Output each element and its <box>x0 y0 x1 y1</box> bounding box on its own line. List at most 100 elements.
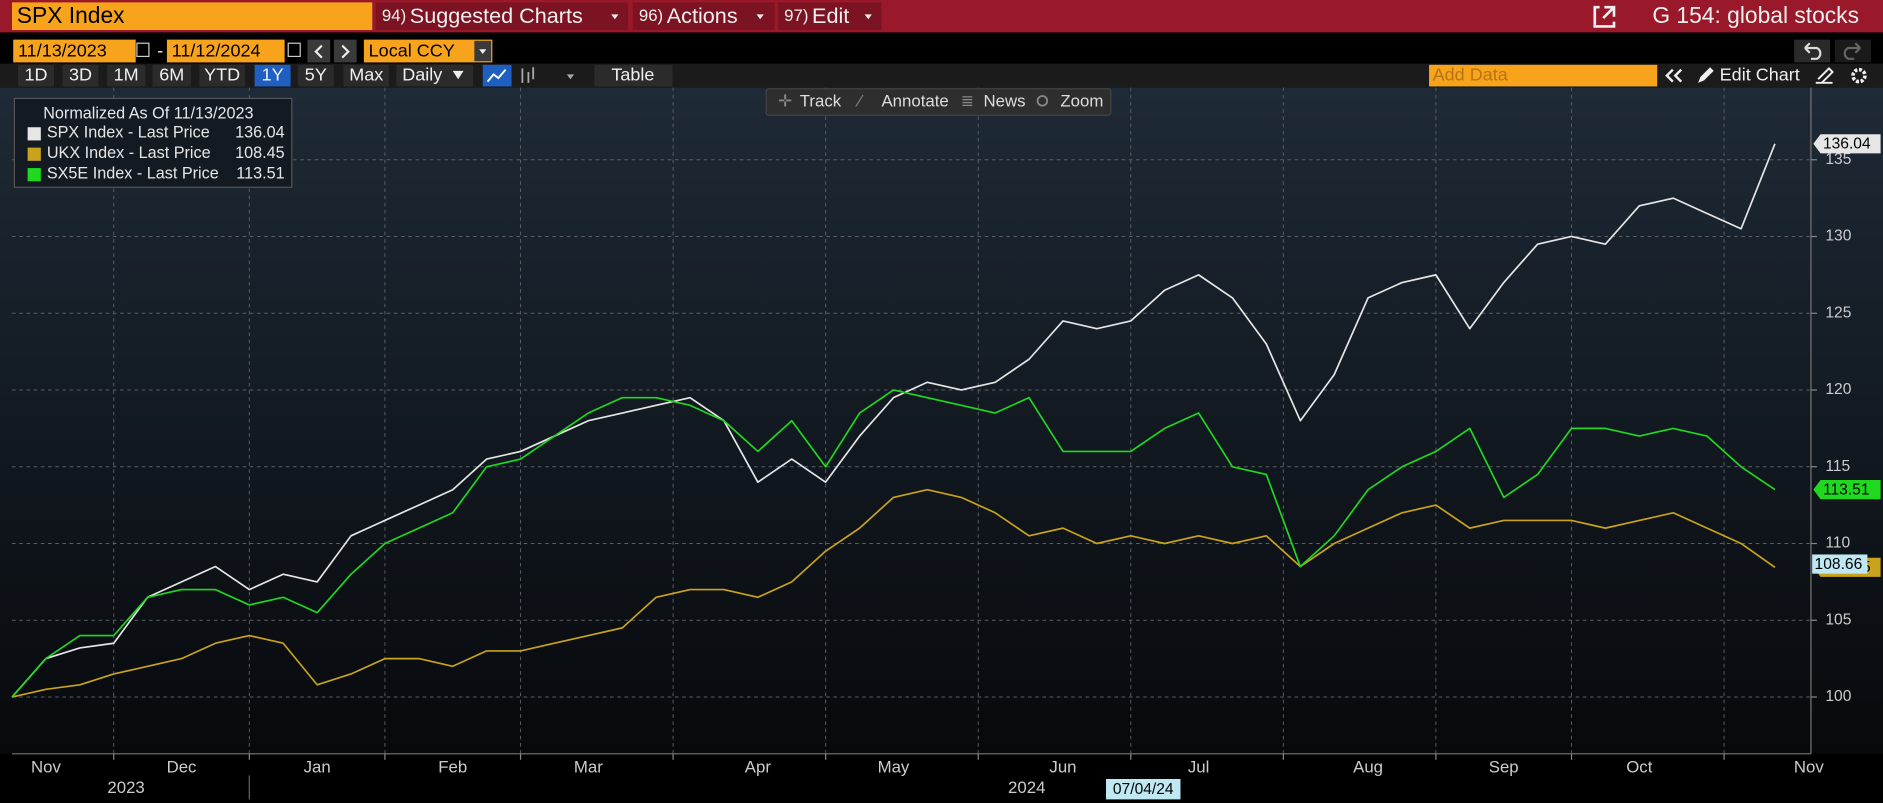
bar-chart-icon[interactable] <box>521 67 535 83</box>
x-tick-label: Jan <box>304 758 331 777</box>
dropdown-arrow <box>864 14 872 20</box>
x-tick-label: Sep <box>1489 758 1519 777</box>
y-tick-label: 105 <box>1825 611 1851 628</box>
x-tick-label: Nov <box>1794 758 1824 777</box>
legend-swatch <box>27 127 41 141</box>
period-button[interactable] <box>62 64 99 87</box>
collapse-icon[interactable] <box>1665 68 1683 83</box>
menu-item: 96) Actions <box>639 3 738 28</box>
currency-box[interactable] <box>363 39 493 63</box>
plot: 100 105 110 115 120 125 130 135 Nov Dec Jan Feb Mar A… <box>11 87 1881 800</box>
menu-num: 94) <box>382 6 406 25</box>
start-date: 11/13/2023 <box>18 40 107 60</box>
legend-swatch <box>27 168 41 182</box>
period-button[interactable] <box>297 64 334 87</box>
settings-icon[interactable] <box>1851 67 1867 84</box>
period-button[interactable] <box>254 64 291 87</box>
legend-value: 136.04 <box>235 124 285 142</box>
period-button[interactable] <box>106 64 146 87</box>
tool[interactable]: Annotate <box>881 91 948 110</box>
series-line <box>11 488 1776 698</box>
x-tick-label: Aug <box>1353 758 1383 777</box>
news-icon: ≣ <box>961 93 974 110</box>
next-button[interactable] <box>333 39 357 63</box>
frequency-button[interactable] <box>396 64 474 87</box>
prev-button[interactable] <box>307 39 331 63</box>
tool[interactable]: Zoom <box>1060 91 1103 110</box>
tool[interactable]: Track <box>800 91 842 110</box>
period-button[interactable] <box>18 64 55 87</box>
undo-button[interactable] <box>1794 39 1831 63</box>
redo-button[interactable] <box>1834 39 1871 63</box>
period-button[interactable] <box>343 64 390 87</box>
legend-value: 113.51 <box>236 164 284 182</box>
menu-num: 97) <box>784 6 808 25</box>
series-line <box>11 143 1776 698</box>
period-label: 1D <box>25 64 48 84</box>
calendar-icon[interactable] <box>287 42 301 58</box>
menu-button[interactable] <box>632 2 775 31</box>
annotate-icon: ⁄ <box>855 91 864 110</box>
undo-icon <box>1804 42 1822 60</box>
legend-label: SPX Index - Last Price <box>47 124 210 142</box>
x-tick-label: Jul <box>1188 758 1209 777</box>
period-button[interactable] <box>152 64 191 87</box>
cursor-date-box <box>1106 778 1181 800</box>
period-button[interactable] <box>199 64 245 87</box>
cursor-date: 07/04/24 <box>1113 781 1174 798</box>
zoom-icon <box>1036 95 1049 107</box>
dropdown-arrow[interactable] <box>566 74 575 80</box>
ticker-box[interactable] <box>12 2 373 31</box>
menu-button[interactable] <box>778 2 882 31</box>
draw-icon[interactable] <box>1815 67 1834 84</box>
menu-num: 96) <box>639 6 663 25</box>
tool[interactable]: News <box>984 91 1026 110</box>
legend-label: UKX Index - Last Price <box>47 144 211 162</box>
last-value-label: 113.51 <box>1823 481 1870 498</box>
x-tick-label: Apr <box>745 758 772 777</box>
x-tick-label: May <box>878 758 910 777</box>
cursor-value: 108.66 <box>1815 556 1863 573</box>
dropdown-arrow <box>611 14 619 20</box>
menu-button[interactable] <box>375 2 629 31</box>
prev-icon <box>314 44 323 59</box>
y-tick-label: 115 <box>1825 458 1850 475</box>
last-value-tag <box>1813 134 1881 154</box>
menu-label: Suggested Charts <box>410 3 583 28</box>
menu-label: Actions <box>667 3 738 28</box>
popout-icon[interactable] <box>1593 5 1616 28</box>
tools-pill <box>765 88 1112 116</box>
x-tick-label: Jun <box>1049 758 1076 777</box>
line-chart-button[interactable] <box>482 64 512 87</box>
edit-chart[interactable]: Edit Chart <box>1720 64 1800 84</box>
period-buttons: 1D 3D 1M 6M YTD 1Y 5Y Max <box>18 64 390 87</box>
table-label: Table <box>611 64 654 84</box>
year-label: 2024 <box>1008 778 1045 797</box>
y-tick-label: 110 <box>1825 535 1850 552</box>
last-value-tag <box>1813 480 1881 500</box>
start-date-box[interactable] <box>13 39 136 63</box>
menu: 94) Suggested Charts 96) Actions 97) Edit <box>375 2 882 31</box>
period-label: 3D <box>69 64 92 84</box>
y-tick-label: 100 <box>1825 688 1851 705</box>
x-axis-band <box>0 753 1883 803</box>
calendar-icon[interactable] <box>136 42 150 58</box>
y-tick-label: 130 <box>1825 228 1851 245</box>
end-date-box[interactable] <box>166 39 285 63</box>
menu-item: 97) Edit <box>784 3 849 28</box>
dropdown-arrow <box>756 14 764 20</box>
x-tick-label: Mar <box>574 758 603 777</box>
add-data-input[interactable] <box>1429 64 1658 87</box>
x-tick-label: Feb <box>438 758 467 777</box>
period-label: 5Y <box>305 64 327 84</box>
cursor-value-box <box>1812 554 1868 574</box>
y-tick-label: 125 <box>1825 304 1851 321</box>
add-data-placeholder: Add Data <box>1433 64 1509 84</box>
ticker: SPX Index <box>17 2 125 28</box>
x-tick-label: Nov <box>31 758 61 777</box>
y-tick-label: 135 <box>1825 151 1851 168</box>
table-button[interactable] <box>594 64 673 87</box>
menu-item: 94) Suggested Charts <box>382 3 583 28</box>
